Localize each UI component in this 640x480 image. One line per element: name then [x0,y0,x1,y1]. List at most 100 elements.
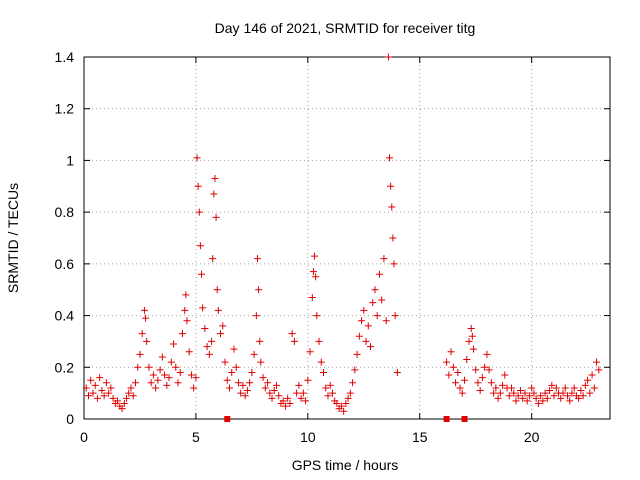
data-point [389,234,397,242]
data-point [588,371,596,379]
data-point [109,394,117,402]
data-point [256,337,264,345]
data-point [519,394,527,402]
data-point [463,356,471,364]
data-point [147,379,155,387]
data-point [89,389,97,397]
data-point [192,374,200,382]
data-point [501,371,509,379]
data-point [319,368,327,376]
data-point [217,330,225,338]
data-point [290,337,298,345]
data-point [270,387,278,395]
data-point [358,317,366,325]
data-point [393,368,401,376]
data-point [523,397,531,405]
data-point [223,376,231,384]
data-point [211,175,219,183]
plot-frame [83,56,611,420]
data-point [295,381,303,389]
data-point [384,53,392,61]
gap-markers [224,416,468,422]
data-point [178,330,186,338]
data-point [140,306,148,314]
data-point [167,358,175,366]
data-point [469,345,477,353]
data-point [161,371,169,379]
data-point [194,182,202,190]
data-point [510,389,518,397]
data-point [84,392,92,400]
data-point [367,343,375,351]
data-point [445,371,453,379]
data-point [163,381,171,389]
data-point [452,379,460,387]
x-axis-label: GPS time / hours [292,457,399,473]
data-point [275,392,283,400]
data-point [355,332,363,340]
plot-border [83,56,611,420]
data-point [138,330,146,338]
data-point [185,348,193,356]
data-point [158,353,166,361]
y-tick-label: 1.2 [55,101,75,117]
data-point [516,387,524,395]
data-point [559,389,567,397]
x-tick-label: 15 [412,429,428,445]
data-point [170,340,178,348]
data-point [351,366,359,374]
data-point [508,384,516,392]
data-point [102,379,110,387]
data-point [297,394,305,402]
data-point [461,376,469,384]
data-point [590,384,598,392]
data-point [182,291,190,299]
data-point [252,312,260,320]
data-point [577,387,585,395]
data-point [96,374,104,382]
data-point [82,384,90,392]
data-point [380,255,388,263]
gap-marker [224,416,231,422]
data-point [447,348,455,356]
y-tick-label: 1.4 [55,49,75,65]
grid-lines [84,57,610,419]
data-point [468,332,476,340]
data-point [371,286,379,294]
data-point [364,322,372,330]
data-point [317,358,325,366]
data-point [375,270,383,278]
data-point [210,190,218,198]
data-point [472,366,480,374]
data-point [198,270,206,278]
data-point [534,399,542,407]
data-point [530,389,538,397]
data-point [181,306,189,314]
data-point [322,384,330,392]
chart-title: Day 146 of 2021, SRMTID for receiver tit… [215,20,476,36]
data-point [208,337,216,345]
data-point [313,312,321,320]
data-point [478,374,486,382]
data-point [209,255,217,263]
data-point [268,394,276,402]
data-point [193,154,201,162]
x-tick-label: 5 [192,429,200,445]
data-point [308,293,316,301]
gap-marker [443,416,450,422]
data-point [302,397,310,405]
data-point [93,394,101,402]
data-point [293,389,301,397]
data-point [255,286,263,294]
data-point [312,273,320,281]
data-point [230,345,238,353]
data-point [272,381,280,389]
data-points [82,53,603,415]
data-point [552,384,560,392]
data-point [304,376,312,384]
data-point [499,381,507,389]
data-point [136,350,144,358]
data-point [360,306,368,314]
data-point [481,363,489,371]
data-point [127,384,135,392]
